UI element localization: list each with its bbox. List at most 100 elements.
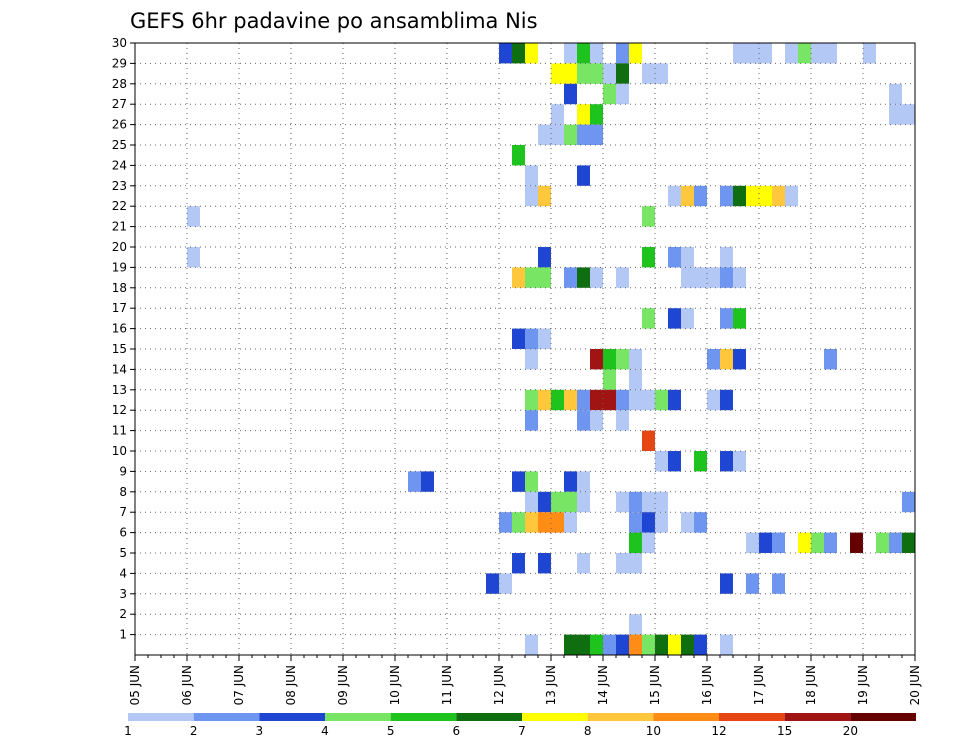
data-cell xyxy=(616,410,629,431)
y-tick-label: 21 xyxy=(112,220,127,234)
data-cell xyxy=(564,491,577,513)
data-cell xyxy=(642,634,655,655)
data-cell xyxy=(642,308,655,329)
data-cell xyxy=(499,573,512,594)
data-cell xyxy=(616,43,629,64)
data-cell xyxy=(525,267,538,288)
data-cell xyxy=(642,247,655,268)
x-tick-label: 05 JUN xyxy=(128,665,142,705)
y-tick-label: 18 xyxy=(112,281,127,295)
data-cell xyxy=(681,267,694,288)
data-cell xyxy=(551,63,564,84)
data-cell xyxy=(590,389,603,411)
y-tick-label: 11 xyxy=(112,424,127,438)
data-cell xyxy=(551,512,564,533)
y-tick-label: 3 xyxy=(119,587,127,601)
colorbar-swatch xyxy=(325,713,391,721)
y-tick-label: 2 xyxy=(119,607,127,621)
data-cell xyxy=(564,63,577,84)
data-cell xyxy=(889,83,902,105)
colorbar-swatch xyxy=(850,713,916,721)
data-cell xyxy=(746,532,759,553)
data-cell xyxy=(759,532,772,553)
data-cell xyxy=(720,247,733,268)
data-cell xyxy=(681,185,694,207)
colorbar-label: 6 xyxy=(453,724,461,738)
data-cell xyxy=(499,512,512,533)
data-cell xyxy=(733,267,746,288)
data-cell xyxy=(655,491,668,513)
y-tick-label: 4 xyxy=(119,566,127,580)
data-cell xyxy=(616,83,629,105)
y-tick-label: 16 xyxy=(112,322,127,336)
data-cell xyxy=(889,532,902,553)
data-cell xyxy=(538,267,551,288)
data-cell xyxy=(850,532,863,553)
data-cell xyxy=(616,553,629,574)
data-cell xyxy=(187,247,200,268)
data-cell xyxy=(538,185,551,207)
data-cell xyxy=(603,83,616,105)
data-cell xyxy=(720,267,733,288)
data-cell xyxy=(668,634,681,655)
data-cell xyxy=(551,104,564,125)
data-cell xyxy=(720,349,733,370)
data-cell xyxy=(538,124,551,145)
data-cell xyxy=(564,83,577,105)
data-cell xyxy=(551,389,564,411)
data-cell xyxy=(525,349,538,370)
data-cell xyxy=(629,553,642,574)
y-tick-label: 22 xyxy=(112,199,127,213)
data-cell xyxy=(902,532,915,553)
data-cell xyxy=(564,634,577,655)
data-cell xyxy=(525,512,538,533)
data-cell xyxy=(746,185,759,207)
y-tick-label: 9 xyxy=(119,464,127,478)
data-cell xyxy=(629,634,642,655)
data-cell xyxy=(707,349,720,370)
data-cell xyxy=(486,573,499,594)
colorbar-swatch xyxy=(193,713,260,721)
data-cell xyxy=(694,512,707,533)
x-tick-label: 07 JUN xyxy=(232,665,246,705)
colorbar: 1 2 3 4 5 6 7 8 10 12 15 20 xyxy=(124,713,916,738)
data-cell xyxy=(668,247,681,268)
colorbar-swatch xyxy=(522,713,588,721)
data-cell xyxy=(798,532,811,553)
data-cell xyxy=(603,634,616,655)
data-cell xyxy=(577,43,590,64)
data-cell xyxy=(538,553,551,574)
data-cell xyxy=(629,349,642,370)
x-tick-label: 16 JUN xyxy=(700,665,714,705)
data-cell xyxy=(642,512,655,533)
data-cell xyxy=(759,185,772,207)
data-cell xyxy=(655,389,668,411)
data-cell xyxy=(707,389,720,411)
data-cell xyxy=(577,389,590,411)
data-cell xyxy=(525,389,538,411)
colorbar-label: 8 xyxy=(584,724,592,738)
data-cell xyxy=(772,185,785,207)
x-tick-label: 08 JUN xyxy=(284,665,298,705)
data-cell xyxy=(577,124,590,145)
y-tick-label: 6 xyxy=(119,526,127,540)
data-cell xyxy=(629,614,642,635)
data-cell xyxy=(577,267,590,288)
x-tick-label: 18 JUN xyxy=(804,665,818,705)
data-cell xyxy=(564,389,577,411)
y-tick-label: 29 xyxy=(112,56,127,70)
data-cell xyxy=(525,410,538,431)
data-cell xyxy=(694,267,707,288)
data-cell xyxy=(512,267,525,288)
y-tick-label: 19 xyxy=(112,260,127,274)
data-cell xyxy=(733,185,746,207)
data-cell xyxy=(811,43,824,64)
data-cell xyxy=(590,267,603,288)
data-cell xyxy=(538,491,551,513)
colorbar-label: 4 xyxy=(321,724,329,738)
data-cell xyxy=(564,124,577,145)
data-cell xyxy=(603,389,616,411)
y-tick-label: 14 xyxy=(112,362,127,376)
data-cell xyxy=(577,471,590,492)
